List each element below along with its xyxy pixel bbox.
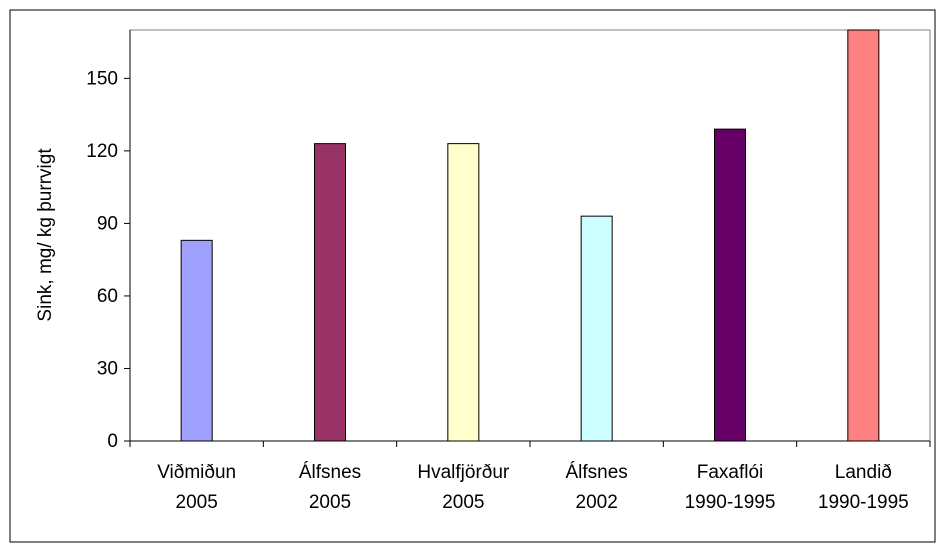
plot-area (129, 29, 931, 442)
x-category-label: 2005 (442, 492, 484, 513)
bar (714, 128, 746, 442)
x-category-label: 2005 (309, 492, 351, 513)
x-category-label: 1990-1995 (818, 492, 909, 513)
x-category-label: 1990-1995 (685, 492, 776, 513)
bar (447, 143, 480, 442)
y-tick-label: 150 (86, 68, 118, 89)
y-axis-title: Sink, mg/ kg þurrvigt (35, 148, 56, 322)
bar (180, 239, 213, 442)
x-category-label: Landið (835, 462, 892, 483)
x-axis: Viðmiðun 2005 Álfsnes 2005 Hvalfjörður 2005 Ál… (129, 440, 931, 513)
y-tick-label: 30 (97, 358, 118, 379)
bar (580, 215, 613, 442)
y-tick-label: 0 (107, 431, 118, 452)
y-axis: 0 30 60 90 120 150 (86, 30, 131, 452)
bar (847, 29, 880, 442)
bars (180, 29, 880, 442)
x-category-label: Faxaflói (697, 462, 764, 483)
x-category-label: Álfsnes (299, 462, 361, 483)
y-tick-label: 90 (97, 213, 118, 234)
x-category-label: Hvalfjörður (417, 462, 510, 483)
bar (314, 143, 346, 442)
x-category-label: 2005 (176, 492, 218, 513)
y-tick-label: 120 (86, 141, 118, 162)
x-category-label: Álfsnes (566, 462, 628, 483)
x-category-label: 2002 (576, 492, 618, 513)
y-tick-label: 60 (97, 286, 118, 307)
x-category-label: Viðmiðun (157, 462, 236, 483)
